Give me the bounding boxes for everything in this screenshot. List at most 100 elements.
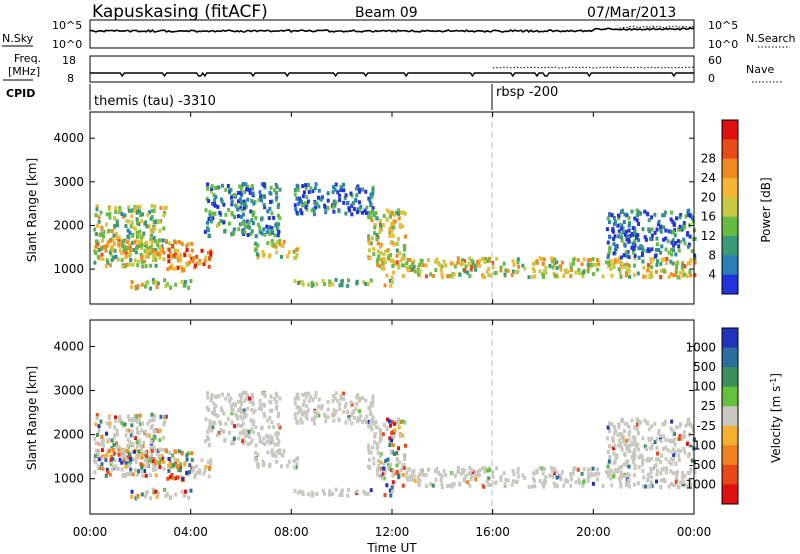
velocity-cell [373,434,377,439]
power-cell [688,234,692,239]
power-cell [663,210,667,215]
power-cell [230,232,234,237]
velocity-cell [367,443,371,448]
power-cell [104,264,108,269]
power-cell [648,275,652,280]
power-cell [95,223,99,228]
velocity-cell [129,456,133,461]
velocity-cell [555,469,559,474]
velocity-cell [241,439,245,444]
power-cell [130,240,134,245]
power-cell [616,223,620,228]
power-cell [367,248,371,253]
power-cell [656,242,660,247]
power-cell [446,274,450,279]
power-cell [206,186,210,191]
power-cell [403,211,407,216]
power-cell [344,211,348,216]
power-cell [637,255,641,260]
power-cell [338,283,342,288]
velocity-cell [149,437,153,442]
power-cell [399,258,403,263]
power-cell [136,284,140,289]
velocity-cell [672,439,676,444]
power-cell [312,207,316,212]
velocity-cell [279,464,283,469]
velocity-cell [630,418,634,423]
velocity-cell [151,487,155,492]
power-cell [144,264,148,269]
velocity-cell [394,419,398,424]
power-cell [315,201,319,206]
power-cell [127,253,131,258]
time-tick-label: 12:00 [375,525,410,539]
velocity-cell [97,424,101,429]
velocity-cell [114,441,118,446]
velocity-cell [277,411,281,416]
power-cell [304,183,308,188]
power-cell [390,221,394,226]
power-cell [295,210,299,215]
power-cell [623,232,627,237]
power-cell [623,264,627,269]
velocity-cell [133,449,137,454]
velocity-cell [644,447,648,452]
velocity-cell [262,462,266,467]
power-cell [100,246,104,251]
velocity-cell [424,473,428,478]
power-cell [470,265,474,270]
power-cell [161,238,165,243]
power-cell [664,228,668,233]
velocity-cell [311,397,315,402]
velocity-cell [372,461,376,466]
velocity-cell [296,396,300,401]
power-cell [386,253,390,258]
velocity-cell [295,392,299,397]
velocity-cell [485,479,489,484]
power-cell [300,280,304,285]
power-cell [95,204,99,209]
velocity-cell [647,458,651,463]
velocity-cell [627,449,631,454]
power-cell [254,241,258,246]
velocity-cell [202,471,206,476]
velocity-colorbar-label: Velocity [m s-1] [769,373,783,463]
power-cell [625,262,629,267]
power-cell [664,247,668,252]
velocity-cell [243,398,247,403]
power-cell [476,263,480,268]
velocity-colorbar-tick: 25 [701,399,716,413]
velocity-cell [686,454,690,459]
power-cell [511,259,515,264]
velocity-cell [153,448,157,453]
power-cell [683,225,687,230]
velocity-cell [260,440,264,445]
power-cell [144,281,148,286]
velocity-cell [135,455,139,460]
power-cell [416,265,420,270]
velocity-cell [605,470,609,475]
power-cell [661,213,665,218]
velocity-cell [434,477,438,482]
power-cell [680,265,684,270]
velocity-cell [100,462,104,467]
power-cell [664,261,668,266]
velocity-cell [676,448,680,453]
velocity-cell [235,413,239,418]
power-cell [482,274,486,279]
power-cell [242,181,246,186]
power-cell [617,213,621,218]
power-cell [378,244,382,249]
velocity-cell [190,451,194,456]
power-cell [282,239,286,244]
power-cell [331,190,335,195]
nsky-label: N.Sky [2,32,34,45]
power-cell [173,248,177,253]
power-cell [652,257,656,262]
velocity-ytick-label: 4000 [53,339,84,353]
velocity-cell [113,433,117,438]
velocity-cell [659,484,663,489]
power-cell [213,186,217,191]
velocity-cell [131,442,135,447]
power-cell [293,279,297,284]
